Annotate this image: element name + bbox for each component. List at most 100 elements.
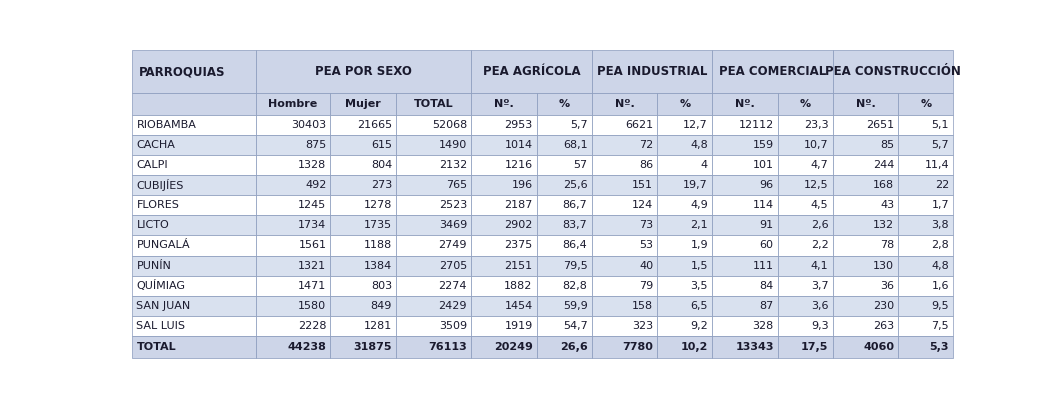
Text: 159: 159 xyxy=(753,140,774,150)
Text: 1490: 1490 xyxy=(438,140,467,150)
Bar xyxy=(832,215,898,235)
Text: 4,8: 4,8 xyxy=(690,140,708,150)
Text: 168: 168 xyxy=(873,180,894,190)
Bar xyxy=(898,316,953,336)
Bar xyxy=(471,93,537,115)
Bar xyxy=(132,256,255,276)
Text: 2132: 2132 xyxy=(438,160,467,170)
Bar xyxy=(396,235,471,256)
Bar xyxy=(832,93,898,115)
Bar xyxy=(396,115,471,135)
Text: 101: 101 xyxy=(753,160,774,170)
Bar xyxy=(712,155,777,175)
Text: 2228: 2228 xyxy=(298,321,326,331)
Text: 1561: 1561 xyxy=(299,240,326,251)
Text: 1281: 1281 xyxy=(364,321,392,331)
Text: 86,4: 86,4 xyxy=(562,240,588,251)
Text: 31875: 31875 xyxy=(354,342,392,352)
Bar xyxy=(471,135,537,155)
Text: 87: 87 xyxy=(759,301,774,311)
Bar xyxy=(255,155,330,175)
Text: 196: 196 xyxy=(511,180,533,190)
Text: 1735: 1735 xyxy=(364,220,392,230)
Bar xyxy=(330,256,396,276)
Bar xyxy=(658,316,712,336)
Text: Hombre: Hombre xyxy=(268,99,318,109)
Text: 803: 803 xyxy=(371,281,392,291)
Bar xyxy=(658,175,712,195)
Bar xyxy=(898,175,953,195)
Text: 5,3: 5,3 xyxy=(930,342,949,352)
Text: 1734: 1734 xyxy=(299,220,326,230)
Text: 1216: 1216 xyxy=(504,160,533,170)
Text: RIOBAMBA: RIOBAMBA xyxy=(137,120,196,130)
Bar xyxy=(712,135,777,155)
Text: PUNGALÁ: PUNGALÁ xyxy=(137,240,191,251)
Text: 54,7: 54,7 xyxy=(562,321,588,331)
Bar xyxy=(832,256,898,276)
Bar xyxy=(396,256,471,276)
Text: 10,2: 10,2 xyxy=(681,342,708,352)
Text: 875: 875 xyxy=(305,140,326,150)
Bar xyxy=(658,93,712,115)
Bar xyxy=(537,115,592,135)
Text: 1,5: 1,5 xyxy=(690,260,708,271)
Bar xyxy=(777,155,832,175)
Text: 151: 151 xyxy=(632,180,653,190)
Bar xyxy=(712,235,777,256)
Text: 4,5: 4,5 xyxy=(811,200,828,210)
Text: 3,6: 3,6 xyxy=(811,301,828,311)
Bar xyxy=(712,256,777,276)
Bar xyxy=(777,93,832,115)
Bar xyxy=(832,155,898,175)
Bar xyxy=(132,336,255,358)
Bar xyxy=(898,93,953,115)
Bar xyxy=(132,175,255,195)
Text: 9,3: 9,3 xyxy=(811,321,828,331)
Bar xyxy=(396,175,471,195)
Text: PEA AGRÍCOLA: PEA AGRÍCOLA xyxy=(483,65,580,78)
Bar xyxy=(132,155,255,175)
Text: 1384: 1384 xyxy=(364,260,392,271)
Bar xyxy=(832,195,898,215)
Bar xyxy=(471,215,537,235)
Bar xyxy=(330,93,396,115)
Bar xyxy=(592,276,658,296)
Bar xyxy=(898,215,953,235)
Bar xyxy=(132,235,255,256)
Bar xyxy=(537,276,592,296)
Bar xyxy=(832,115,898,135)
Text: 30403: 30403 xyxy=(291,120,326,130)
Text: PEA CONSTRUCCIÓN: PEA CONSTRUCCIÓN xyxy=(825,65,961,78)
Bar xyxy=(330,135,396,155)
Text: FLORES: FLORES xyxy=(137,200,179,210)
Bar xyxy=(537,215,592,235)
Text: 12,7: 12,7 xyxy=(683,120,708,130)
Text: Nº.: Nº. xyxy=(856,99,876,109)
Bar xyxy=(777,215,832,235)
Bar xyxy=(712,215,777,235)
Bar xyxy=(255,93,330,115)
Bar xyxy=(658,135,712,155)
Bar xyxy=(537,336,592,358)
Bar xyxy=(898,115,953,135)
Bar xyxy=(898,235,953,256)
Bar xyxy=(330,155,396,175)
Bar xyxy=(330,316,396,336)
Text: Nº.: Nº. xyxy=(495,99,514,109)
Bar xyxy=(537,155,592,175)
Text: 78: 78 xyxy=(880,240,894,251)
Bar xyxy=(396,316,471,336)
Bar xyxy=(592,93,658,115)
Bar xyxy=(471,155,537,175)
Text: 60: 60 xyxy=(759,240,774,251)
Bar xyxy=(471,115,537,135)
Bar xyxy=(330,115,396,135)
Bar xyxy=(898,296,953,316)
Bar xyxy=(592,155,658,175)
Text: 1,7: 1,7 xyxy=(931,200,949,210)
Bar xyxy=(832,336,898,358)
Text: LICTO: LICTO xyxy=(137,220,169,230)
Bar xyxy=(132,135,255,155)
Bar xyxy=(777,296,832,316)
